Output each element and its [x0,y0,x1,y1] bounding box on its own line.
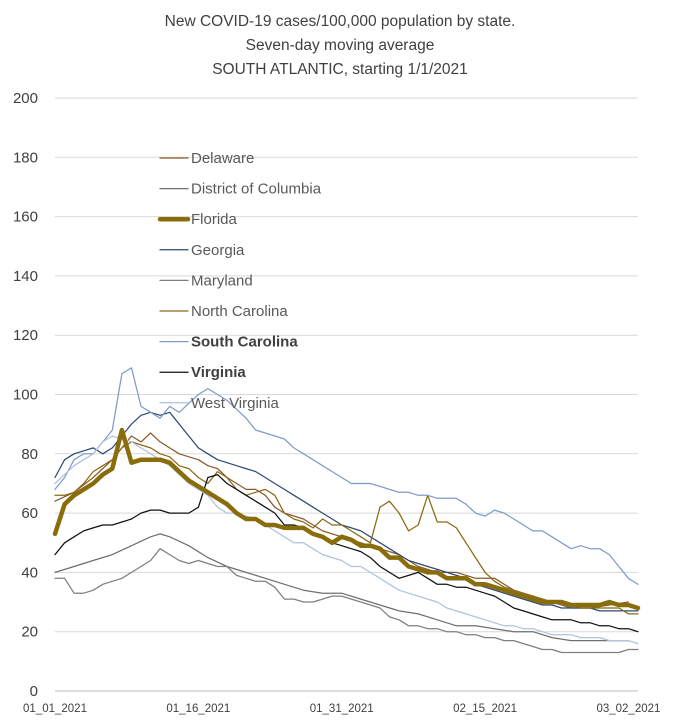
y-tick-label: 20 [21,624,38,641]
y-axis-ticks: 0 20 40 60 80 100 120 140 160 180 200 [13,90,38,700]
x-tick-label: 01_31_2021 [310,703,374,715]
series-line-virginia [54,473,639,633]
legend-label-north-carolina: North Carolina [191,303,288,320]
legend-label-georgia: Georgia [191,242,245,259]
x-tick-label: 02_15_2021 [453,703,517,715]
legend: Delaware District of Columbia Florida Georg… [157,150,322,412]
y-tick-label: 200 [13,90,38,107]
series-line-district-of-columbia [54,533,630,642]
x-tick-label: 03_02_2021 [596,703,660,715]
x-axis-ticks: 01_01_2021 01_16_2021 01_31_2021 02_15_2021… [23,703,660,715]
y-tick-label: 80 [21,446,38,463]
y-tick-label: 0 [30,683,38,700]
series-line-maryland [54,548,639,654]
x-tick-label: 01_01_2021 [23,703,87,715]
series-line-delaware [54,432,630,609]
series-lines [52,367,641,654]
y-tick-label: 100 [13,387,38,404]
chart-title-line-2: Seven-day moving average [246,37,435,54]
series-line-north-carolina [54,441,639,615]
x-tick-label: 01_16_2021 [166,703,230,715]
y-tick-label: 40 [21,564,38,581]
gridlines [55,97,638,692]
series-line-florida [52,427,641,611]
series-line-west-virginia [54,435,639,645]
legend-label-florida: Florida [191,211,238,228]
y-tick-label: 180 [13,149,38,166]
chart-title-line-3: SOUTH ATLANTIC, starting 1/1/2021 [212,61,468,78]
y-tick-label: 120 [13,327,38,344]
legend-label-maryland: Maryland [191,272,253,289]
legend-label-delaware: Delaware [191,150,254,167]
chart-title-line-1: New COVID-19 cases/100,000 population by… [165,13,516,30]
y-tick-label: 60 [21,505,38,522]
legend-label-west-virginia: West Virginia [191,395,279,412]
y-tick-label: 160 [13,209,38,226]
series-line-south-carolina [54,367,639,585]
legend-label-district-of-columbia: District of Columbia [191,181,322,198]
legend-label-south-carolina: South Carolina [191,334,298,351]
legend-label-virginia: Virginia [191,364,246,381]
y-tick-label: 140 [13,268,38,285]
